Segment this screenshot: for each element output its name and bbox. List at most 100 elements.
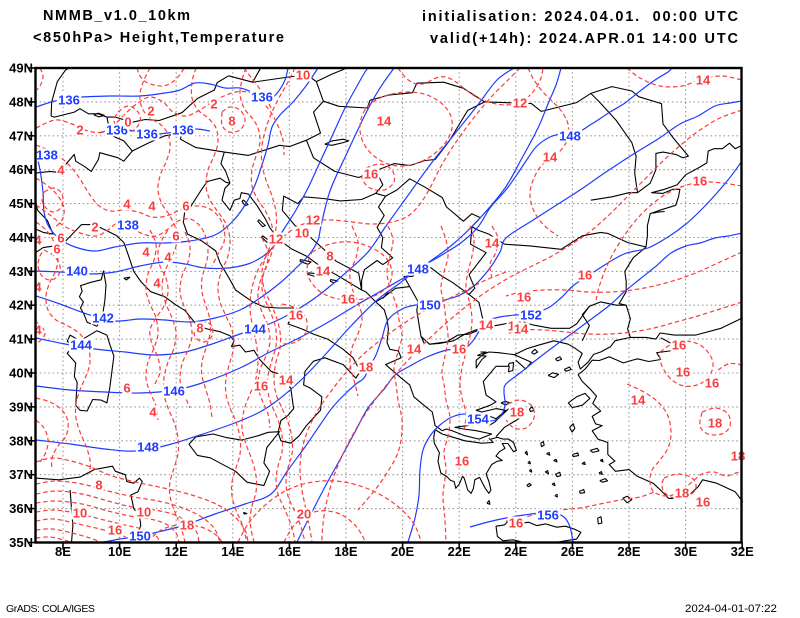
svg-text:4: 4 bbox=[149, 405, 157, 420]
svg-text:138: 138 bbox=[117, 218, 139, 233]
svg-text:16: 16 bbox=[289, 308, 303, 323]
svg-text:49N: 49N bbox=[9, 61, 33, 76]
svg-text:28E: 28E bbox=[617, 544, 640, 559]
svg-text:16: 16 bbox=[672, 338, 686, 353]
svg-text:48N: 48N bbox=[9, 94, 33, 109]
svg-text:4: 4 bbox=[34, 233, 42, 248]
svg-text:12: 12 bbox=[306, 213, 320, 228]
svg-text:150: 150 bbox=[419, 298, 441, 313]
svg-text:4: 4 bbox=[123, 197, 131, 212]
svg-text:10E: 10E bbox=[108, 544, 131, 559]
svg-text:16: 16 bbox=[364, 167, 378, 182]
svg-text:2: 2 bbox=[76, 123, 83, 138]
svg-text:18: 18 bbox=[180, 518, 194, 533]
svg-text:4: 4 bbox=[142, 245, 150, 260]
svg-text:16: 16 bbox=[705, 376, 719, 391]
svg-text:6: 6 bbox=[53, 242, 60, 257]
svg-text:144: 144 bbox=[70, 338, 92, 353]
svg-text:14: 14 bbox=[316, 264, 331, 279]
svg-text:14: 14 bbox=[696, 73, 711, 88]
svg-text:14: 14 bbox=[279, 373, 294, 388]
svg-text:42N: 42N bbox=[9, 298, 33, 313]
svg-text:14: 14 bbox=[407, 342, 422, 357]
svg-text:156: 156 bbox=[537, 508, 559, 523]
svg-text:40N: 40N bbox=[9, 366, 33, 381]
svg-text:16: 16 bbox=[578, 268, 592, 283]
svg-text:2024-04-01-07:22: 2024-04-01-07:22 bbox=[685, 603, 777, 615]
svg-text:8E: 8E bbox=[55, 544, 71, 559]
svg-text:18: 18 bbox=[708, 416, 722, 431]
svg-text:10: 10 bbox=[73, 506, 87, 521]
svg-text:8: 8 bbox=[196, 321, 203, 336]
svg-text:8: 8 bbox=[326, 249, 333, 264]
svg-text:valid(+14h): 2024.APR.01 14:00: valid(+14h): 2024.APR.01 14:00 UTC bbox=[430, 31, 739, 47]
svg-text:14: 14 bbox=[514, 322, 529, 337]
svg-text:16: 16 bbox=[452, 342, 466, 357]
svg-text:148: 148 bbox=[137, 440, 159, 455]
svg-text:4: 4 bbox=[34, 323, 42, 338]
svg-text:30E: 30E bbox=[674, 544, 697, 559]
svg-text:18: 18 bbox=[731, 449, 745, 464]
svg-text:4: 4 bbox=[148, 199, 156, 214]
svg-text:18: 18 bbox=[510, 405, 524, 420]
svg-text:6: 6 bbox=[57, 231, 64, 246]
svg-text:NMMB_v1.0_10km: NMMB_v1.0_10km bbox=[43, 8, 190, 24]
svg-text:18: 18 bbox=[675, 486, 689, 501]
svg-text:142: 142 bbox=[92, 311, 114, 326]
svg-text:GrADS: COLA/IGES: GrADS: COLA/IGES bbox=[6, 603, 95, 615]
svg-text:14E: 14E bbox=[221, 544, 244, 559]
svg-text:10: 10 bbox=[295, 226, 309, 241]
svg-text:20: 20 bbox=[297, 507, 311, 522]
svg-text:4: 4 bbox=[34, 280, 42, 295]
svg-text:2: 2 bbox=[210, 97, 217, 112]
svg-text:12E: 12E bbox=[165, 544, 188, 559]
svg-text:14: 14 bbox=[543, 150, 558, 165]
svg-text:0: 0 bbox=[124, 115, 131, 130]
svg-text:144: 144 bbox=[244, 322, 266, 337]
svg-text:12: 12 bbox=[513, 96, 527, 111]
svg-text:47N: 47N bbox=[9, 128, 33, 143]
svg-text:22E: 22E bbox=[448, 544, 471, 559]
svg-text:14: 14 bbox=[485, 236, 500, 251]
svg-text:46N: 46N bbox=[9, 162, 33, 177]
svg-text:138: 138 bbox=[36, 148, 58, 163]
svg-text:41N: 41N bbox=[9, 332, 33, 347]
svg-text:18E: 18E bbox=[334, 544, 357, 559]
svg-text:20E: 20E bbox=[391, 544, 414, 559]
svg-text:44N: 44N bbox=[9, 230, 33, 245]
svg-text:2: 2 bbox=[147, 104, 154, 119]
svg-text:8: 8 bbox=[95, 478, 102, 493]
svg-text:16: 16 bbox=[108, 523, 122, 538]
svg-text:4: 4 bbox=[153, 276, 161, 291]
svg-text:16: 16 bbox=[455, 454, 469, 469]
svg-text:8: 8 bbox=[228, 114, 235, 129]
svg-text:146: 146 bbox=[163, 384, 185, 399]
svg-text:4: 4 bbox=[164, 250, 172, 265]
svg-text:<850hPa> Height,Temperature: <850hPa> Height,Temperature bbox=[33, 30, 284, 46]
svg-text:6: 6 bbox=[172, 229, 179, 244]
svg-text:16: 16 bbox=[693, 174, 707, 189]
svg-text:43N: 43N bbox=[9, 264, 33, 279]
svg-text:148: 148 bbox=[407, 262, 429, 277]
svg-text:10: 10 bbox=[296, 68, 310, 83]
svg-text:4: 4 bbox=[57, 163, 65, 178]
svg-text:152: 152 bbox=[520, 308, 542, 323]
svg-text:initialisation: 2024.04.01. 0: initialisation: 2024.04.01. 00:00 UTC bbox=[422, 9, 739, 25]
svg-text:14: 14 bbox=[479, 318, 494, 333]
svg-text:39N: 39N bbox=[9, 399, 33, 414]
svg-text:136: 136 bbox=[251, 90, 273, 105]
svg-text:16: 16 bbox=[254, 379, 268, 394]
svg-text:154: 154 bbox=[467, 412, 489, 427]
svg-text:6: 6 bbox=[123, 381, 130, 396]
svg-text:148: 148 bbox=[559, 129, 581, 144]
svg-text:136: 136 bbox=[106, 123, 128, 138]
svg-text:150: 150 bbox=[129, 529, 151, 544]
svg-text:16: 16 bbox=[696, 495, 710, 510]
svg-text:16: 16 bbox=[517, 290, 531, 305]
svg-text:140: 140 bbox=[66, 264, 88, 279]
svg-text:136: 136 bbox=[136, 127, 158, 142]
svg-text:16: 16 bbox=[509, 516, 523, 531]
svg-text:12: 12 bbox=[269, 232, 283, 247]
svg-text:10: 10 bbox=[137, 505, 151, 520]
svg-text:35N: 35N bbox=[9, 535, 33, 550]
